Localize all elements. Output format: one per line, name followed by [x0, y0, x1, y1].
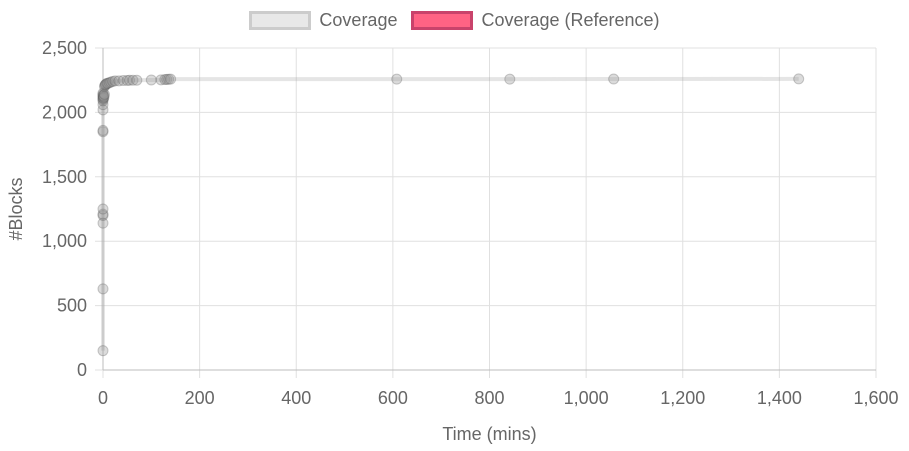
y-tick-label: 500 — [57, 296, 87, 316]
data-point — [145, 74, 157, 86]
data-point — [391, 73, 403, 85]
data-point — [117, 74, 129, 86]
data-point — [124, 74, 136, 86]
data-point — [100, 78, 112, 90]
y-tick-label: 1,500 — [42, 167, 87, 187]
data-point — [99, 79, 111, 91]
data-point — [97, 99, 109, 111]
data-point — [103, 77, 115, 89]
data-point — [97, 217, 109, 229]
data-point — [97, 90, 109, 102]
legend-label-coverage: Coverage — [319, 10, 398, 30]
legend-swatch-coverage-reference — [411, 11, 474, 30]
chart-grid — [95, 47, 877, 378]
data-point — [97, 345, 109, 357]
data-point — [97, 88, 109, 100]
x-tick-label: 0 — [98, 388, 108, 408]
chart-axes — [102, 48, 876, 371]
data-point — [97, 126, 109, 138]
data-point — [121, 74, 133, 86]
data-point — [793, 73, 805, 85]
x-tick-label: 600 — [378, 388, 408, 408]
data-point — [102, 77, 114, 89]
data-point — [155, 74, 167, 86]
chart-series — [97, 73, 805, 357]
data-point — [97, 209, 109, 221]
data-point — [131, 74, 143, 86]
data-point — [98, 88, 110, 100]
legend-item-coverage[interactable]: Coverage — [249, 10, 397, 31]
chart-legend: Coverage Coverage (Reference) — [0, 10, 909, 31]
data-point — [97, 94, 109, 106]
data-point — [105, 76, 117, 88]
data-point — [98, 91, 110, 103]
data-point — [97, 208, 109, 220]
x-tick-label: 1,000 — [564, 388, 609, 408]
data-point — [161, 73, 173, 85]
data-point — [165, 73, 177, 85]
data-point — [97, 92, 109, 104]
data-point — [127, 74, 139, 86]
data-point — [97, 90, 109, 102]
data-point — [97, 283, 109, 295]
data-point — [107, 75, 119, 87]
data-point — [97, 95, 109, 107]
data-point — [109, 75, 121, 87]
data-point — [101, 77, 113, 89]
legend-item-coverage-reference[interactable]: Coverage (Reference) — [411, 10, 660, 31]
x-axis-title: Time (mins) — [442, 424, 536, 444]
y-tick-label: 2,000 — [42, 102, 87, 122]
data-point — [97, 104, 109, 116]
x-tick-label: 200 — [185, 388, 215, 408]
data-point — [98, 81, 110, 93]
y-axis-title: #Blocks — [6, 177, 26, 240]
data-point — [608, 73, 620, 85]
data-point — [97, 203, 109, 215]
data-point — [99, 79, 111, 91]
legend-swatch-coverage — [249, 11, 312, 30]
series-line — [101, 76, 799, 351]
data-point — [97, 87, 109, 99]
data-point — [97, 91, 109, 103]
data-point — [163, 73, 175, 85]
legend-label-coverage-reference: Coverage (Reference) — [481, 10, 660, 30]
data-point — [113, 75, 125, 87]
x-tick-label: 400 — [281, 388, 311, 408]
data-point — [97, 124, 109, 136]
x-tick-label: 1,200 — [660, 388, 705, 408]
data-point — [504, 73, 516, 85]
y-tick-label: 1,000 — [42, 231, 87, 251]
y-tick-label: 0 — [77, 360, 87, 380]
data-point — [159, 74, 171, 86]
x-tick-label: 1,400 — [757, 388, 802, 408]
y-tick-label: 2,500 — [42, 38, 87, 58]
data-point — [97, 92, 109, 104]
chart-labels: 0 200 400 600 800 1,000 1,200 1,400 1,600 0 500 1,0… — [6, 38, 899, 444]
x-tick-label: 800 — [474, 388, 504, 408]
x-tick-label: 1,600 — [853, 388, 898, 408]
